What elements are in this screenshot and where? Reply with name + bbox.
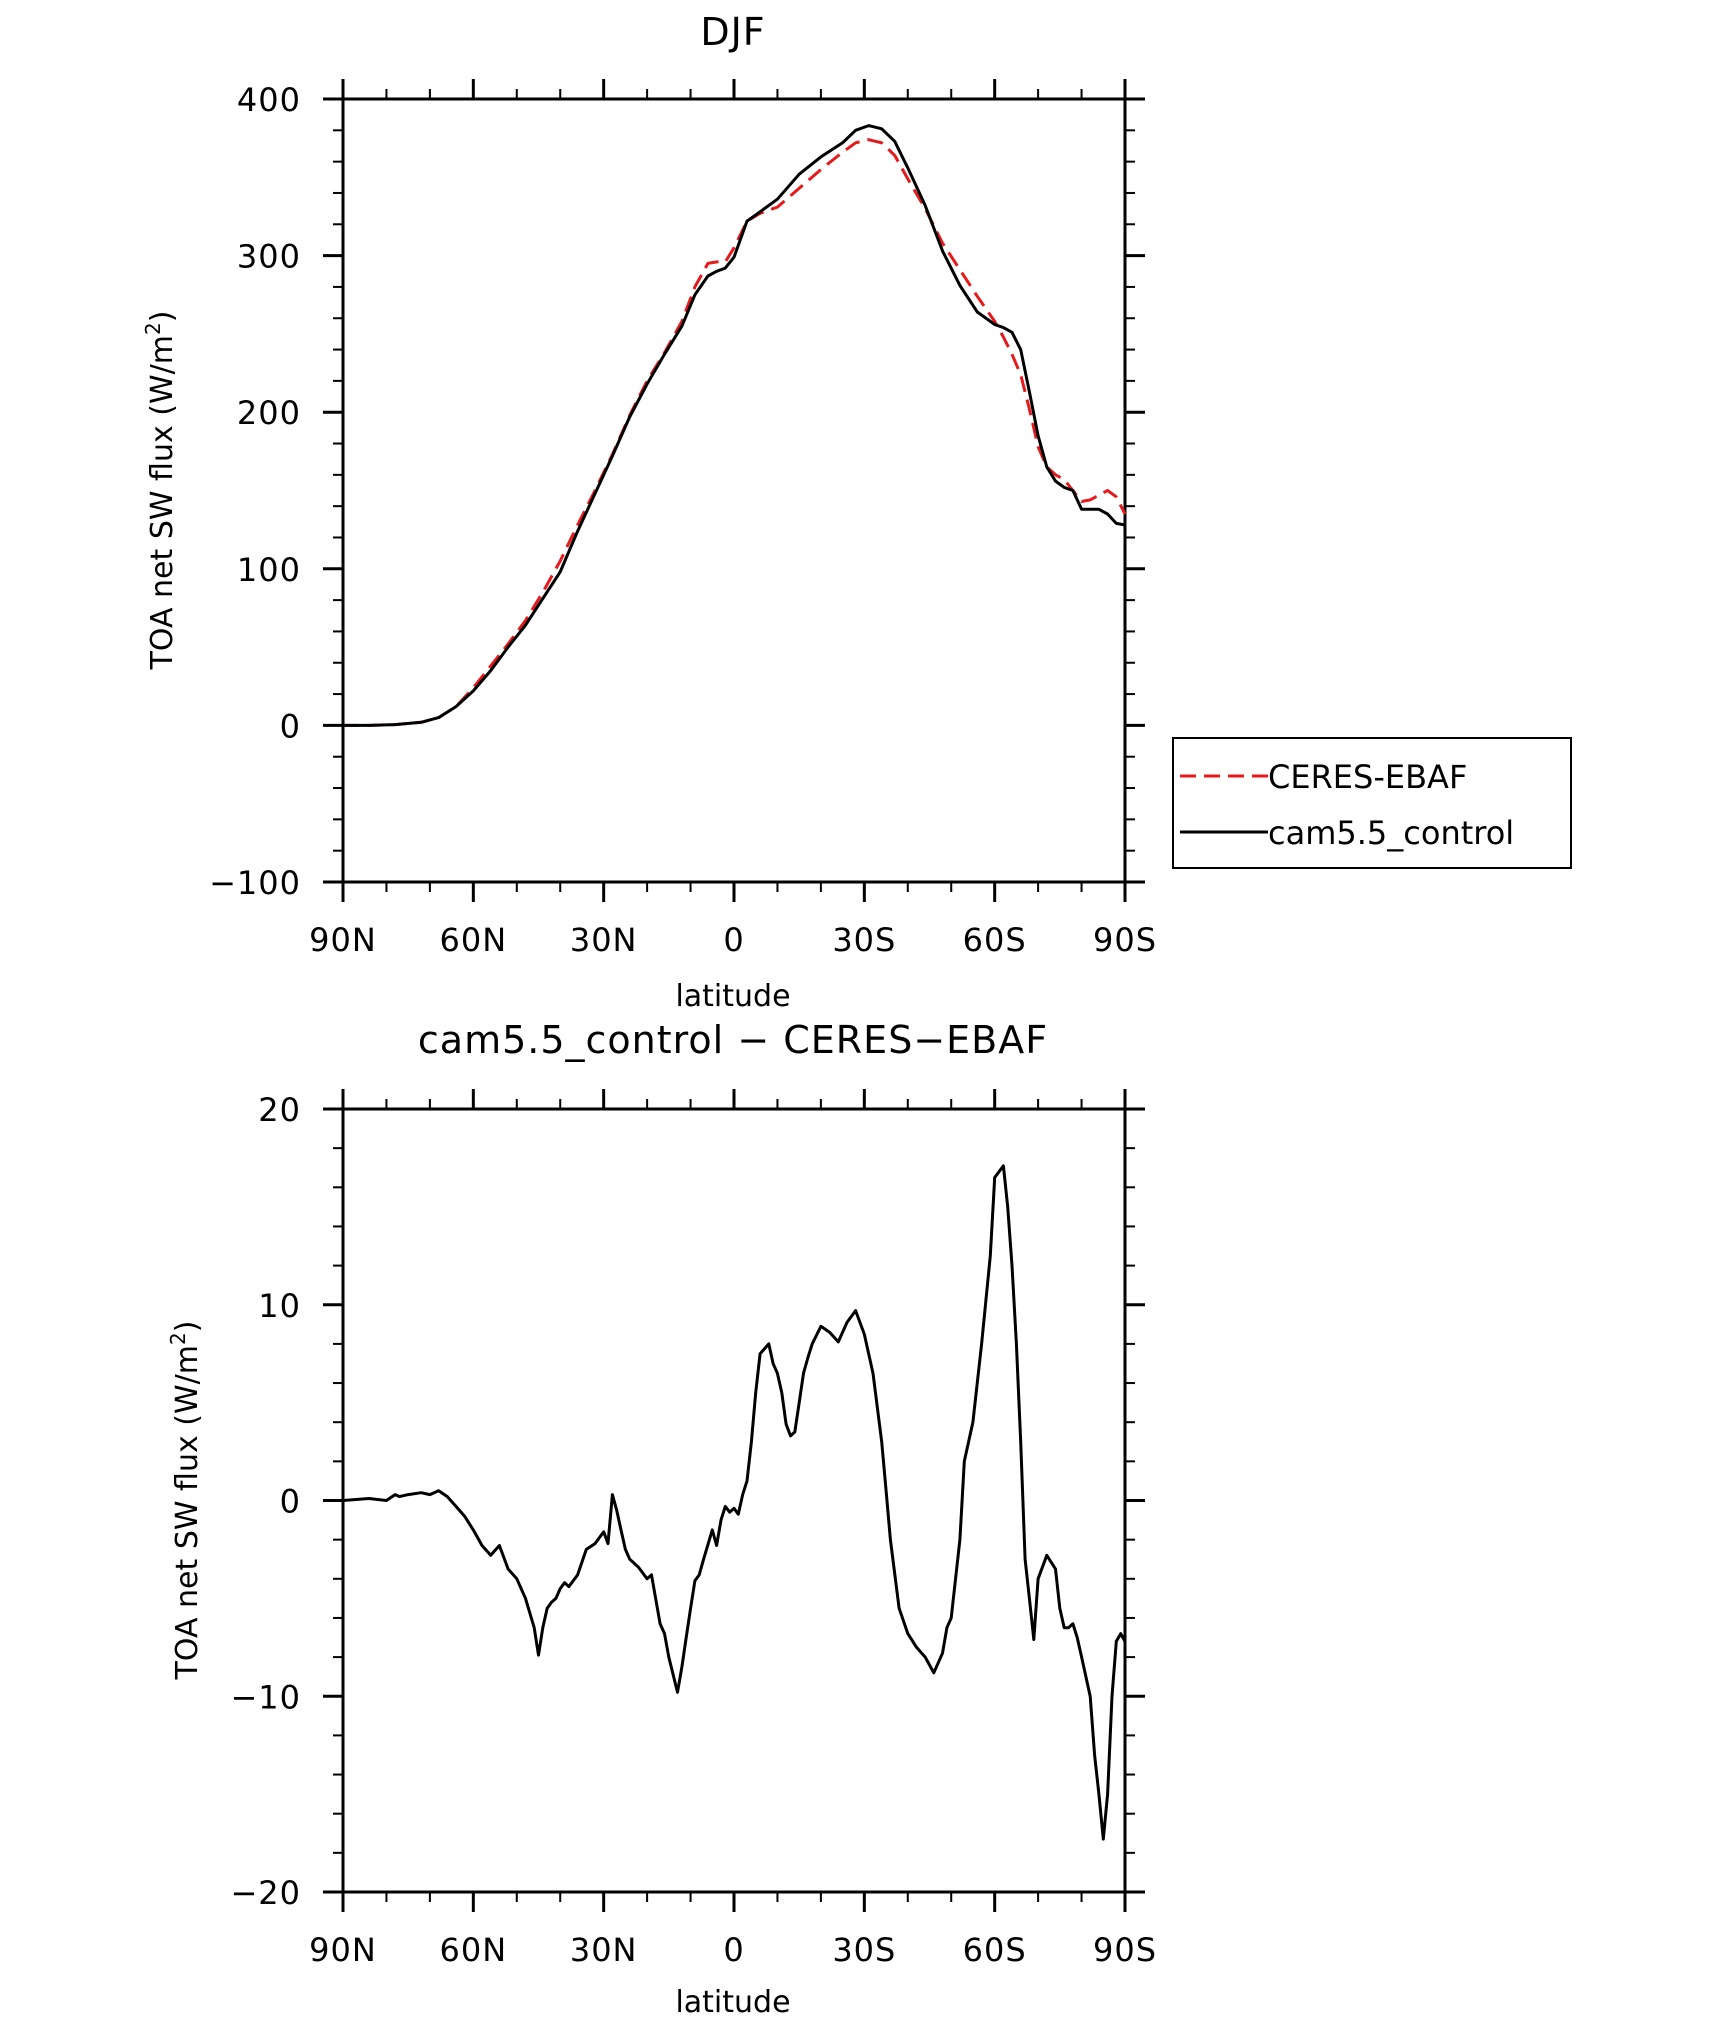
x-tick-label: 60S bbox=[963, 1931, 1027, 1969]
panel-top-title: DJF bbox=[700, 10, 765, 54]
panel-bottom: cam5.5_control − CERES−EBAF 90N 60N 30N 0 30… bbox=[166, 1018, 1157, 2020]
y-tick-label: 100 bbox=[237, 551, 301, 589]
x-tick-label: 90S bbox=[1093, 1931, 1157, 1969]
legend-box bbox=[1172, 737, 1572, 869]
y-tick-label: −20 bbox=[230, 1874, 301, 1912]
series-line-cam5-5-control bbox=[343, 124, 1126, 727]
panel-top-frame bbox=[341, 97, 1127, 884]
x-tick-label: 30N bbox=[570, 1931, 638, 1969]
x-tick-label: 60N bbox=[440, 921, 508, 959]
panel-bottom-series bbox=[342, 1164, 1127, 1841]
panel-bottom-ticks: 90N 60N 30N 0 30S 60S 90S −20 −10 0 10 20 bbox=[230, 1089, 1157, 1969]
x-tick-label: 90S bbox=[1093, 921, 1157, 959]
panel-top-ylabel-main: TOA net SW flux (W/m bbox=[145, 335, 180, 670]
x-tick-label: 90N bbox=[309, 921, 377, 959]
x-tick-label: 30S bbox=[832, 1931, 896, 1969]
panel-top-ylabel-sup: 2 bbox=[141, 322, 165, 335]
panel-bottom-ylabel-sup: 2 bbox=[166, 1332, 190, 1345]
x-tick-label: 60S bbox=[963, 921, 1027, 959]
y-tick-label: 10 bbox=[258, 1287, 301, 1325]
y-tick-label: −10 bbox=[230, 1678, 301, 1716]
legend-label-ceres: CERES-EBAF bbox=[1268, 758, 1467, 796]
y-tick-label: 400 bbox=[237, 81, 301, 119]
x-tick-label: 30N bbox=[570, 921, 638, 959]
x-tick-label: 0 bbox=[723, 1931, 744, 1969]
panel-top-ticks: 90N 60N 30N 0 30S 60S 90S −100 0 100 200 300 400 bbox=[209, 79, 1157, 959]
y-tick-label: −100 bbox=[209, 864, 301, 902]
panel-top: DJF 90N 60N 30N 0 30S 60S 90S −100 0 100 200 300 400… bbox=[141, 10, 1157, 1014]
panel-bottom-ylabel: TOA net SW flux (W/m2) bbox=[166, 1321, 205, 1681]
x-tick-label: 0 bbox=[723, 921, 744, 959]
panel-top-xlabel: latitude bbox=[675, 979, 790, 1014]
y-tick-label: 300 bbox=[237, 238, 301, 276]
panel-bottom-ylabel-close: ) bbox=[170, 1321, 205, 1333]
x-tick-label: 30S bbox=[832, 921, 896, 959]
y-tick-label: 20 bbox=[258, 1091, 301, 1129]
panel-top-ylabel-close: ) bbox=[145, 311, 180, 323]
series-line-ceres-ebaf bbox=[343, 138, 1127, 727]
panel-top-series bbox=[343, 124, 1127, 727]
x-tick-label: 60N bbox=[440, 1931, 508, 1969]
panel-top-ylabel: TOA net SW flux (W/m2) bbox=[141, 311, 180, 671]
y-tick-label: 0 bbox=[280, 1483, 301, 1521]
panel-bottom-xlabel: latitude bbox=[675, 1985, 790, 2020]
panel-bottom-title: cam5.5_control − CERES−EBAF bbox=[418, 1018, 1048, 1062]
y-tick-label: 200 bbox=[237, 394, 301, 432]
x-tick-label: 90N bbox=[309, 1931, 377, 1969]
legend-label-cam: cam5.5_control bbox=[1268, 814, 1514, 852]
legend: CERES-EBAF cam5.5_control bbox=[1172, 737, 1572, 869]
panel-bottom-ylabel-main: TOA net SW flux (W/m bbox=[170, 1345, 205, 1680]
y-tick-label: 0 bbox=[280, 707, 301, 745]
series-line-difference bbox=[342, 1164, 1127, 1841]
